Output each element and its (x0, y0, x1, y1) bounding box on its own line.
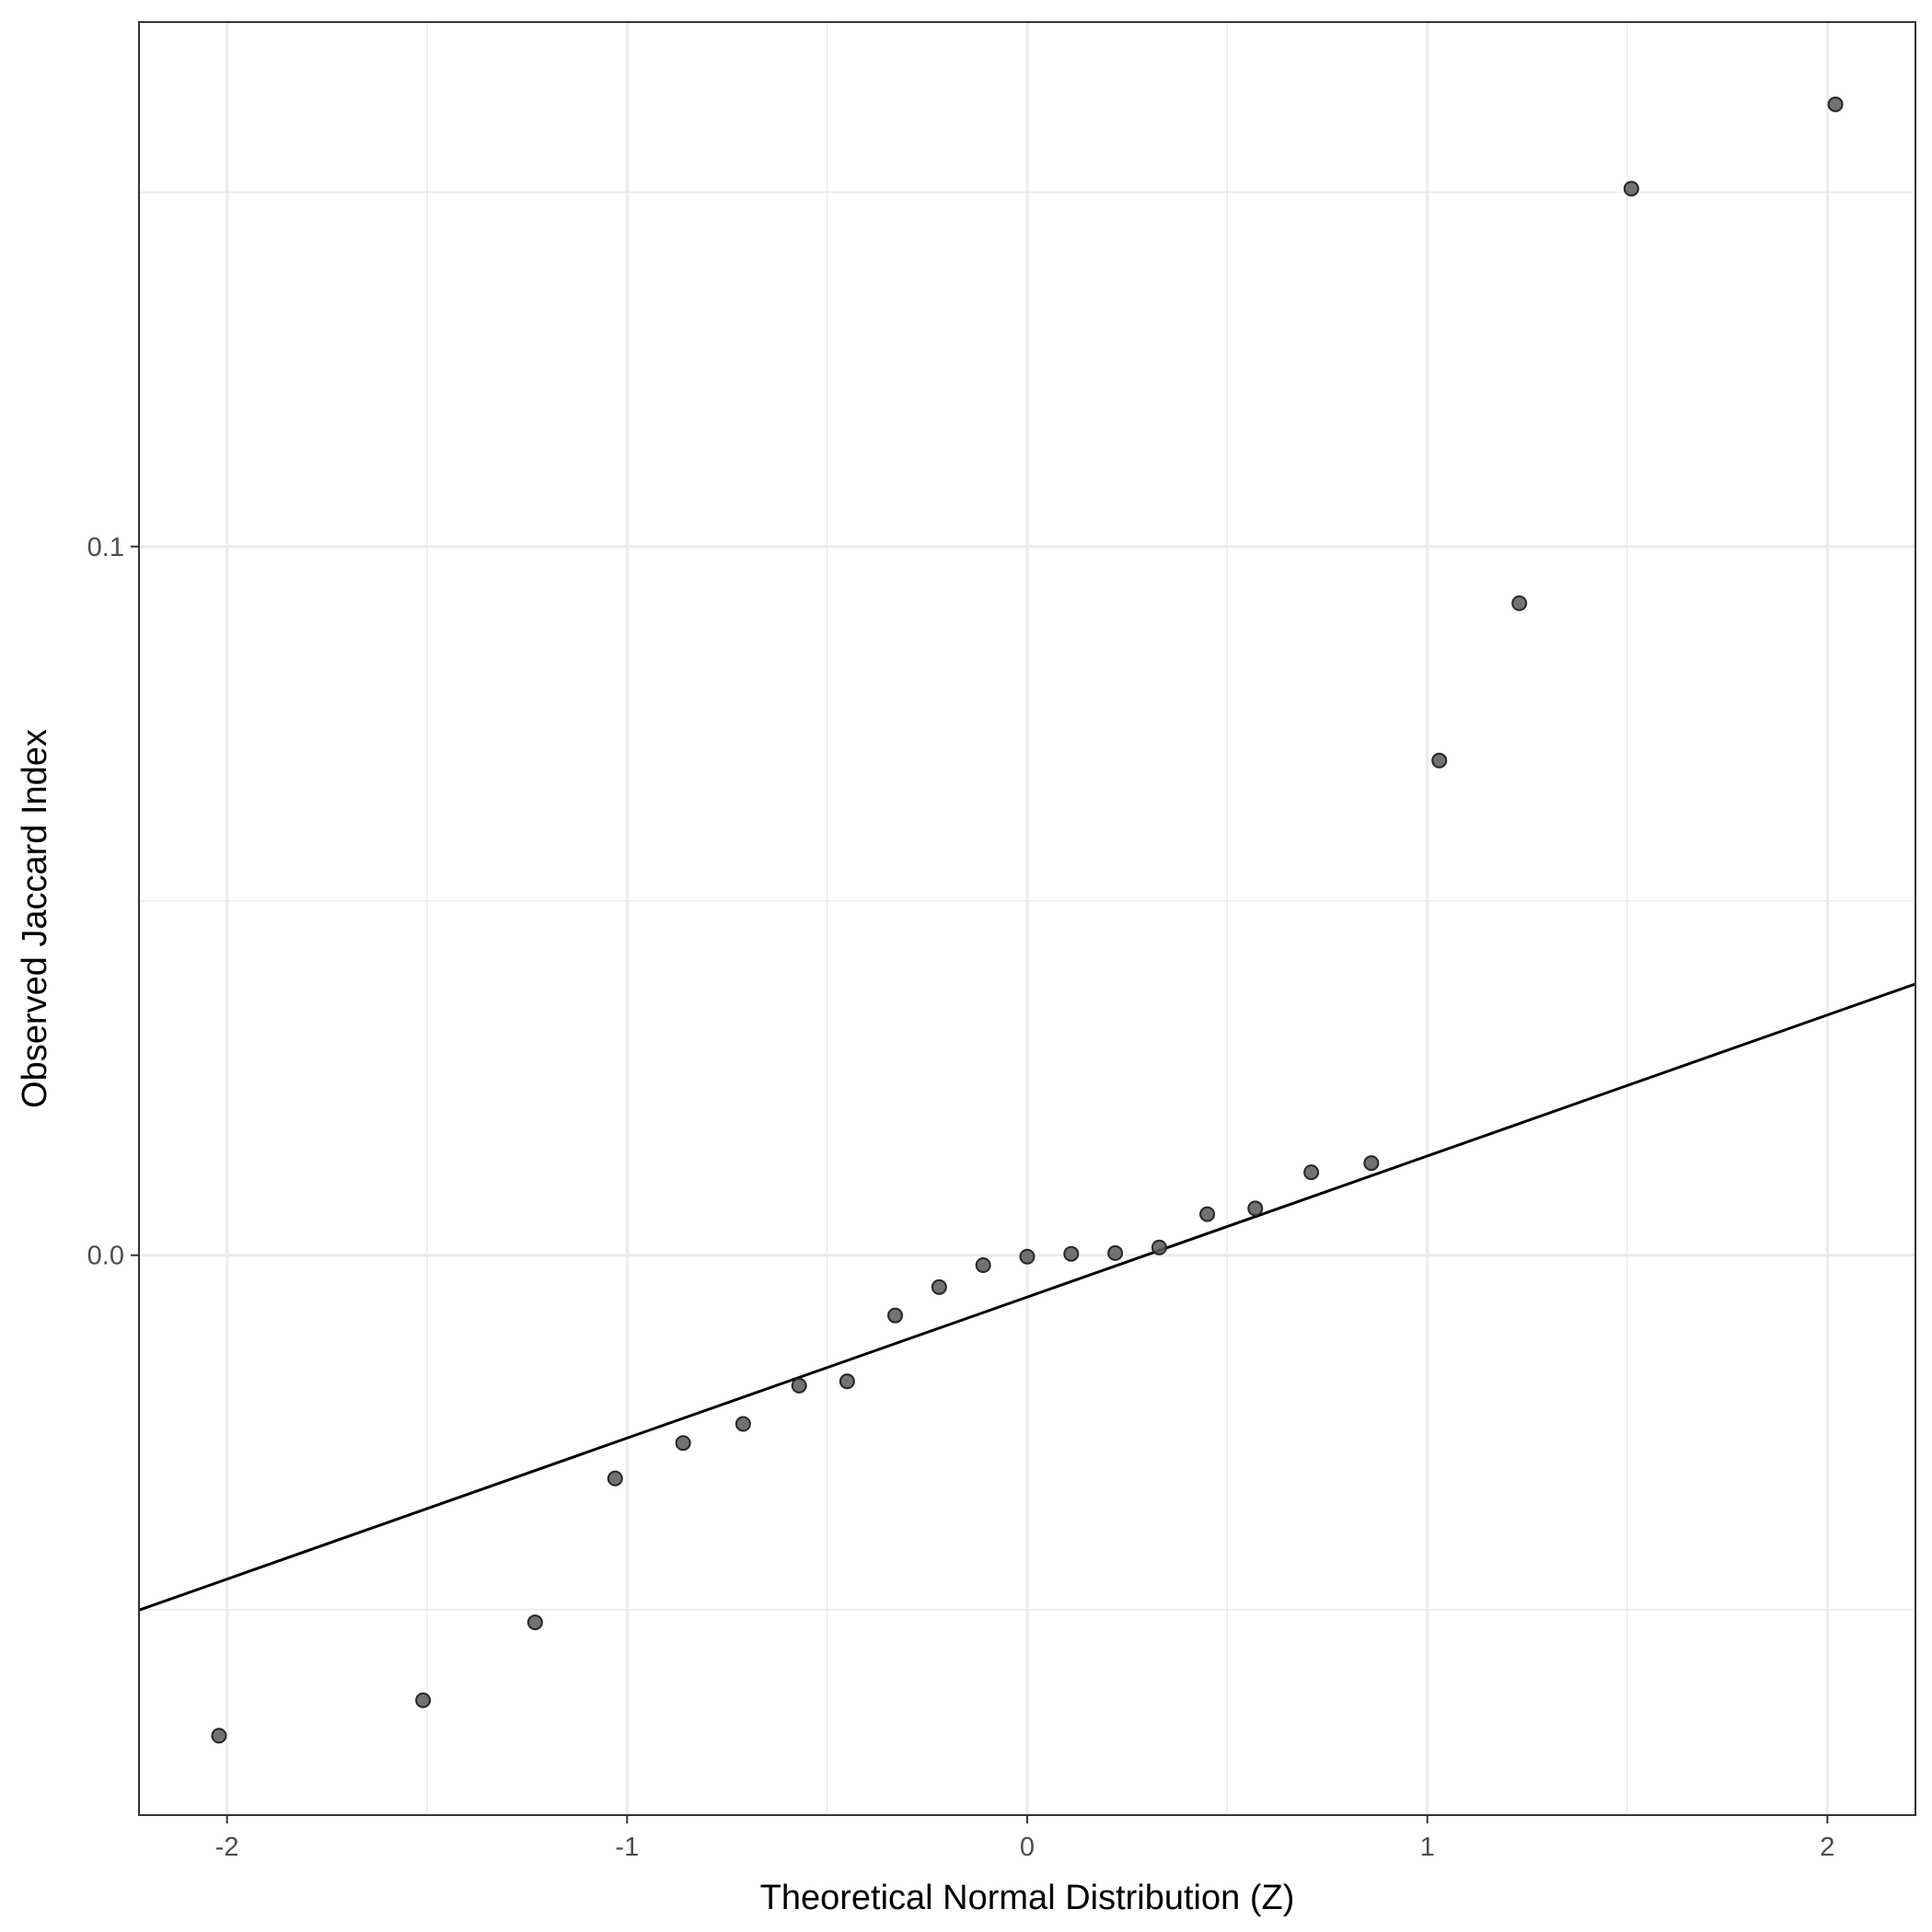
data-point (1827, 96, 1844, 112)
y-tick-label: 0.0 (87, 1242, 124, 1271)
data-point (1431, 752, 1448, 769)
data-point (1247, 1200, 1264, 1217)
y-axis-title: Observed Jaccard Index (16, 729, 54, 1108)
data-point (1019, 1248, 1035, 1265)
x-tick-label: 0 (1020, 1833, 1035, 1862)
y-tick-label: 0.1 (87, 533, 124, 562)
data-point (1363, 1155, 1380, 1172)
data-point (931, 1278, 947, 1295)
reference-line (138, 982, 1916, 1612)
data-point (211, 1728, 227, 1744)
x-axis-title: Theoretical Normal Distribution (Z) (760, 1879, 1295, 1917)
data-point (1623, 180, 1639, 197)
x-tick-label: -1 (615, 1833, 639, 1862)
data-point (1511, 595, 1528, 611)
x-tick-label: 2 (1820, 1833, 1834, 1862)
data-point (675, 1435, 691, 1452)
reference-line-layer (138, 982, 1916, 1612)
x-tick-label: -2 (215, 1833, 239, 1862)
data-point (1303, 1164, 1320, 1181)
x-tick-label: 1 (1420, 1833, 1435, 1862)
data-point (887, 1307, 904, 1324)
data-point (1199, 1206, 1216, 1222)
data-point (791, 1377, 807, 1394)
data-point (1151, 1239, 1167, 1255)
data-point (1107, 1244, 1124, 1261)
data-point (415, 1692, 432, 1708)
data-point (735, 1416, 751, 1432)
data-point (1063, 1245, 1080, 1262)
data-point (526, 1614, 543, 1631)
data-point (607, 1470, 623, 1487)
data-point (839, 1373, 855, 1390)
data-points (211, 96, 1844, 1744)
axis-ticks: -2 -1 0 1 2 0.0 0.1 (87, 533, 1835, 1862)
data-point (975, 1257, 991, 1274)
